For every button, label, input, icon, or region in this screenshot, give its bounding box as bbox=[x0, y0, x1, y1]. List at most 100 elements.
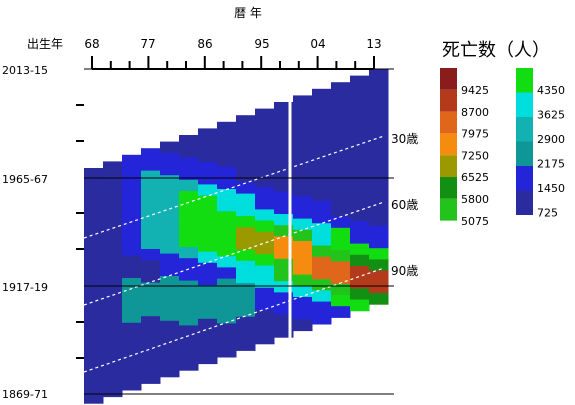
heatmap-cell bbox=[236, 115, 256, 127]
heatmap-cell bbox=[141, 193, 161, 205]
legend-swatch-725 bbox=[516, 190, 533, 215]
x-axis-ticks bbox=[91, 56, 375, 69]
age-reference-lines bbox=[83, 135, 385, 373]
heatmap-cell bbox=[160, 332, 180, 344]
heatmap-cell bbox=[198, 285, 218, 297]
heatmap-cell bbox=[122, 266, 142, 279]
heatmap-cell bbox=[122, 244, 142, 257]
age-line bbox=[83, 267, 385, 373]
heatmap-cell bbox=[369, 91, 389, 104]
legend: 9425 8700 7975 7250 6525 5800 5075 4350 3625 2900… bbox=[440, 68, 565, 228]
heatmap-cell bbox=[369, 203, 389, 216]
age-line bbox=[83, 135, 385, 239]
heatmap-cell bbox=[198, 150, 218, 163]
heatmap-cell bbox=[293, 241, 313, 253]
heatmap-cell bbox=[274, 135, 294, 148]
heatmap-cell bbox=[179, 303, 199, 315]
heatmap-cell bbox=[103, 329, 123, 342]
heatmap-cell bbox=[255, 287, 275, 300]
heatmap-cell bbox=[312, 279, 332, 291]
heatmap-cell bbox=[217, 267, 237, 280]
heatmap-cell bbox=[312, 245, 332, 258]
heatmap-cell bbox=[160, 152, 180, 165]
heatmap-cell bbox=[84, 212, 104, 225]
heatmap-cell bbox=[369, 225, 389, 238]
heatmap-cell bbox=[84, 392, 104, 404]
heatmap-cell bbox=[350, 187, 370, 200]
heatmap-cell bbox=[141, 170, 161, 183]
heatmap-cell bbox=[179, 359, 199, 371]
heatmap-cell bbox=[255, 220, 275, 233]
heatmap-cell bbox=[274, 247, 294, 260]
heatmap-cell bbox=[84, 268, 104, 281]
heatmap-cell bbox=[274, 158, 294, 170]
y-axis-ticks bbox=[76, 104, 84, 359]
heatmap-cells bbox=[84, 69, 389, 404]
heatmap-cell bbox=[350, 176, 370, 189]
heatmap-cell bbox=[293, 129, 313, 141]
heatmap-cell bbox=[217, 189, 237, 201]
heatmap-cell bbox=[236, 305, 256, 318]
heatmap-cell bbox=[122, 222, 142, 234]
heatmap-cell bbox=[217, 334, 237, 347]
heatmap-cell bbox=[236, 316, 256, 329]
heatmap-cell bbox=[255, 332, 275, 345]
heatmap-cell bbox=[179, 224, 199, 237]
heatmap-cell bbox=[255, 254, 275, 266]
heatmap-cell bbox=[255, 276, 275, 289]
heatmap-cell bbox=[141, 181, 161, 194]
heatmap-cell bbox=[236, 182, 256, 195]
heatmap-cell bbox=[160, 298, 180, 311]
heatmap-cell bbox=[331, 149, 351, 162]
heatmap-cell bbox=[274, 202, 294, 215]
heatmap-cell bbox=[369, 181, 389, 193]
heatmap-cell bbox=[236, 339, 256, 351]
heatmap-cell bbox=[141, 316, 161, 328]
legend-label-6525: 6525 bbox=[461, 171, 489, 184]
heatmap-cell bbox=[236, 249, 256, 262]
heatmap-cell bbox=[236, 137, 256, 150]
heatmap-cell bbox=[236, 328, 256, 340]
heatmap-cell bbox=[331, 261, 351, 274]
heatmap-cell bbox=[198, 184, 218, 197]
heatmap-cell bbox=[293, 173, 313, 186]
heatmap-cell bbox=[255, 243, 275, 255]
heatmap-cell bbox=[217, 200, 237, 212]
heatmap-cell bbox=[160, 365, 180, 378]
x-axis-title: 暦 年 bbox=[234, 6, 262, 20]
heatmap-cell bbox=[160, 242, 180, 255]
heatmap-cell bbox=[84, 336, 104, 348]
legend-label-8700: 8700 bbox=[461, 106, 489, 119]
heatmap-cell bbox=[369, 69, 389, 81]
heatmap-cell bbox=[331, 138, 351, 150]
heatmap-cell bbox=[312, 178, 332, 191]
y-tick-label-2013: 2013-15 bbox=[2, 64, 48, 77]
heatmap-cell bbox=[141, 237, 161, 250]
heatmap-cell bbox=[141, 305, 161, 317]
heatmap-cell bbox=[84, 313, 104, 326]
heatmap-cell bbox=[217, 312, 237, 324]
heatmap-cell bbox=[217, 278, 237, 291]
heatmap-cell bbox=[350, 142, 370, 155]
legend-label-9425: 9425 bbox=[461, 84, 489, 97]
heatmap-cell bbox=[84, 179, 104, 191]
heatmap-cell bbox=[160, 141, 180, 154]
heatmap-cell bbox=[312, 312, 332, 325]
heatmap-cell bbox=[141, 226, 161, 239]
legend-swatch-5800 bbox=[440, 177, 457, 199]
heatmap-cell bbox=[84, 358, 104, 371]
legend-label-4350: 4350 bbox=[537, 84, 565, 97]
y-tick-label-1917: 1917-19 bbox=[2, 281, 48, 294]
heatmap-cell bbox=[293, 319, 313, 332]
heatmap-cell bbox=[331, 216, 351, 229]
heatmap-cell bbox=[198, 318, 218, 331]
legend-swatch-8700 bbox=[440, 89, 457, 112]
x-tick-label-77: 77 bbox=[140, 37, 155, 51]
heatmap-cell bbox=[350, 254, 370, 267]
heatmap-cell bbox=[369, 214, 389, 227]
heatmap-cell bbox=[274, 236, 294, 249]
legend-swatch-3625 bbox=[516, 92, 533, 117]
heatmap-cell bbox=[369, 113, 389, 126]
legend-label-5800: 5800 bbox=[461, 193, 489, 206]
heatmap-cell bbox=[103, 385, 123, 398]
